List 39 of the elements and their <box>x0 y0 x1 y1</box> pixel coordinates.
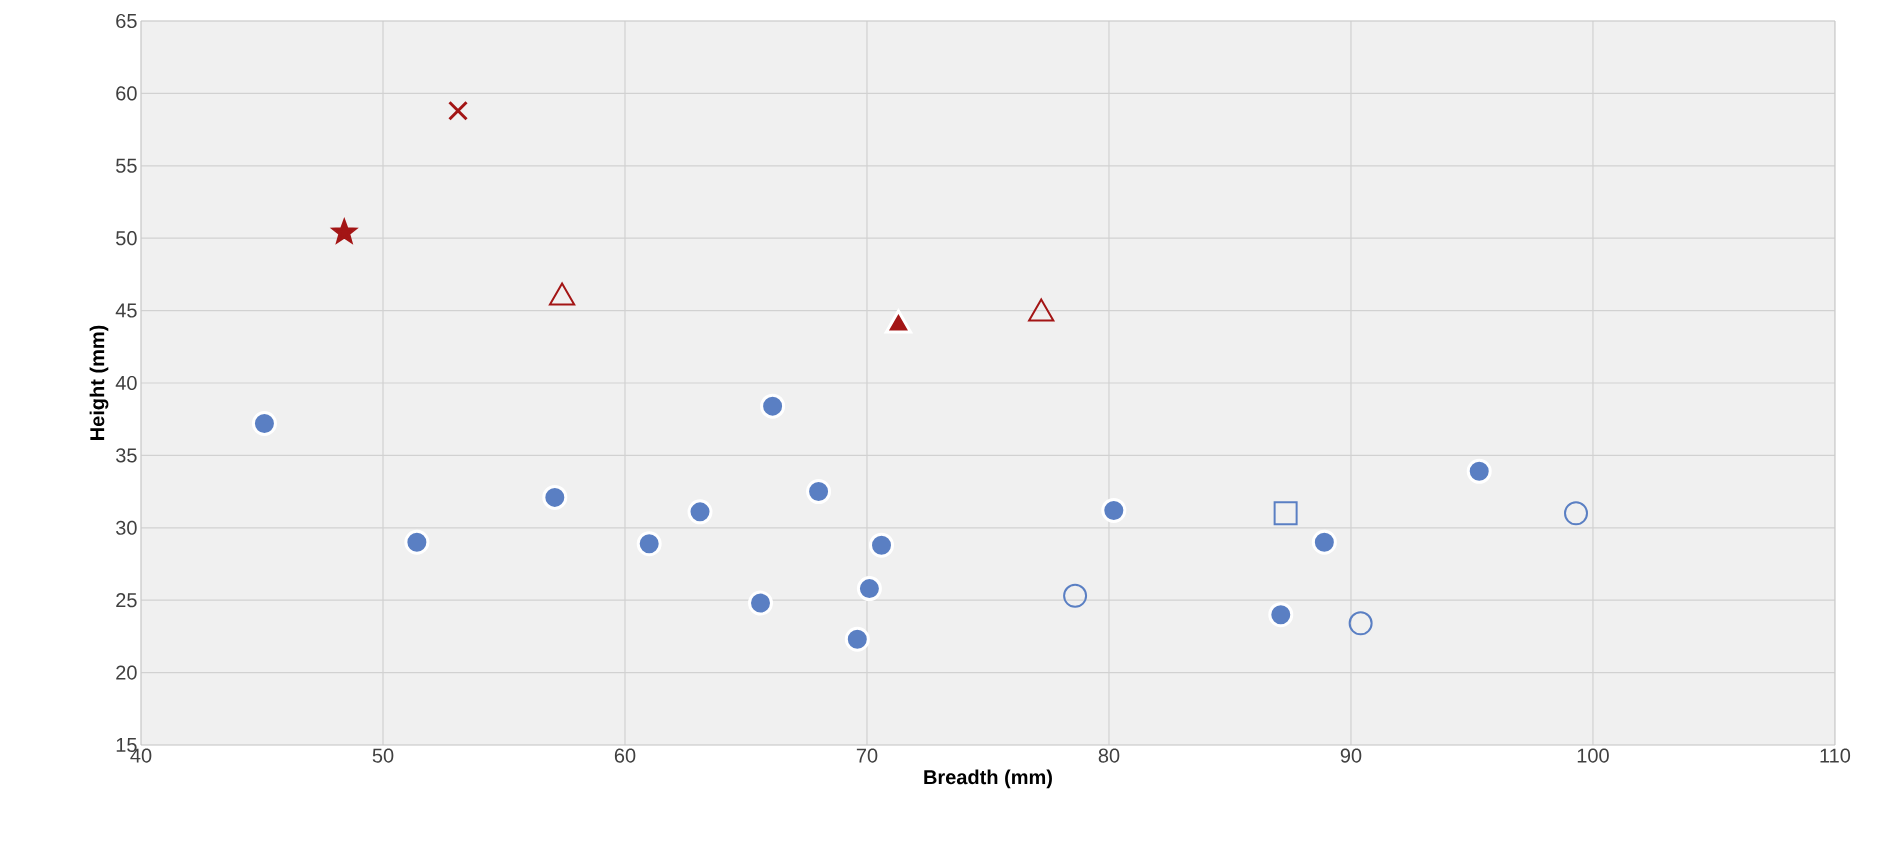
y-tick-label: 25 <box>116 593 137 608</box>
y-tick-label: 30 <box>116 520 137 535</box>
point <box>1311 529 1337 555</box>
x-tick-label: 50 <box>372 748 394 763</box>
y-tick-label: 40 <box>115 375 137 391</box>
point <box>1063 583 1088 608</box>
x-tick-label: 70 <box>856 748 878 763</box>
point <box>1273 501 1298 526</box>
y-tick-label: 55 <box>116 158 137 173</box>
point <box>687 499 713 525</box>
y-tick-label: 45 <box>115 303 137 318</box>
x-tick-label: 100 <box>1577 748 1609 763</box>
point <box>404 529 430 555</box>
point <box>1564 501 1589 526</box>
y-tick-label: 60 <box>116 86 137 101</box>
point <box>748 590 774 616</box>
point <box>1348 611 1373 636</box>
point <box>806 479 832 505</box>
point <box>1101 497 1127 523</box>
x-tick-label: 110 <box>1820 748 1851 763</box>
y-axis-title: Height (mm) <box>89 325 109 440</box>
x-axis-title: Breadth (mm) <box>924 769 1052 789</box>
y-tick-label: 50 <box>116 231 137 246</box>
point <box>1466 458 1492 484</box>
point <box>869 532 894 558</box>
point <box>636 531 662 557</box>
y-tick-label: 65 <box>116 13 137 29</box>
point <box>856 576 882 602</box>
point <box>542 484 568 510</box>
point <box>760 393 786 419</box>
y-tick-label: 35 <box>116 448 137 463</box>
point <box>844 626 870 652</box>
x-tick-label: 80 <box>1098 748 1120 763</box>
x-tick-label: 90 <box>1340 748 1362 763</box>
point <box>1268 602 1294 628</box>
y-tick-label: 20 <box>116 665 137 680</box>
x-tick-label: 60 <box>614 748 636 763</box>
point <box>448 100 468 121</box>
point <box>251 411 277 437</box>
